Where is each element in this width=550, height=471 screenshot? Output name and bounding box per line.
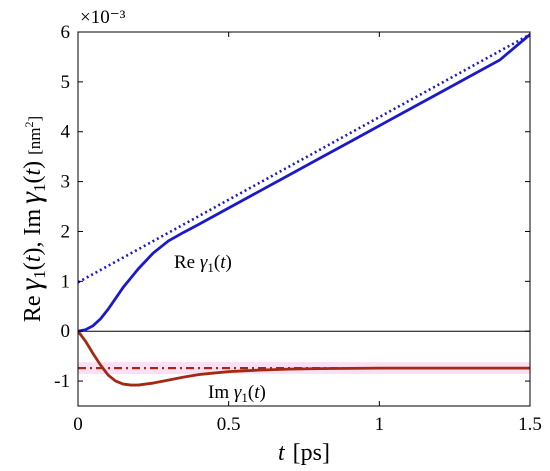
series-re-asymptote — [78, 33, 530, 284]
x-tick-label: 1 — [375, 414, 385, 435]
x-tick-label: 1.5 — [518, 414, 542, 435]
series-re-gamma — [78, 33, 530, 333]
x-axis-ticks: 0 0.5 1 1.5 — [73, 32, 542, 435]
y-tick-label: 6 — [61, 22, 71, 43]
y-tick-label: 4 — [61, 122, 71, 143]
plot-frame — [77, 31, 531, 407]
x-tick-label: 0 — [73, 414, 83, 435]
y-tick-label: 2 — [61, 221, 71, 242]
annotation-re-gamma: Re γ1(t) — [174, 252, 232, 275]
series-im-gamma — [78, 329, 530, 387]
y-exponent-label: ×10⁻³ — [80, 7, 126, 28]
x-axis-label: t [ps] — [278, 440, 330, 466]
series-layer — [78, 33, 530, 387]
annotation-im-gamma: Im γ1(t) — [208, 382, 266, 405]
y-tick-label: 0 — [61, 321, 71, 342]
y-tick-label: -1 — [54, 371, 70, 392]
y-tick-label: 5 — [61, 72, 71, 93]
y-tick-label: 3 — [61, 172, 71, 193]
y-axis-ticks: -1 0 1 2 3 4 5 6 — [54, 22, 530, 392]
y-axis-label: Reγ1(t), Imγ1(t) [nm2] — [14, 116, 49, 322]
y-tick-label: 1 — [61, 271, 71, 292]
x-tick-label: 0.5 — [217, 414, 241, 435]
